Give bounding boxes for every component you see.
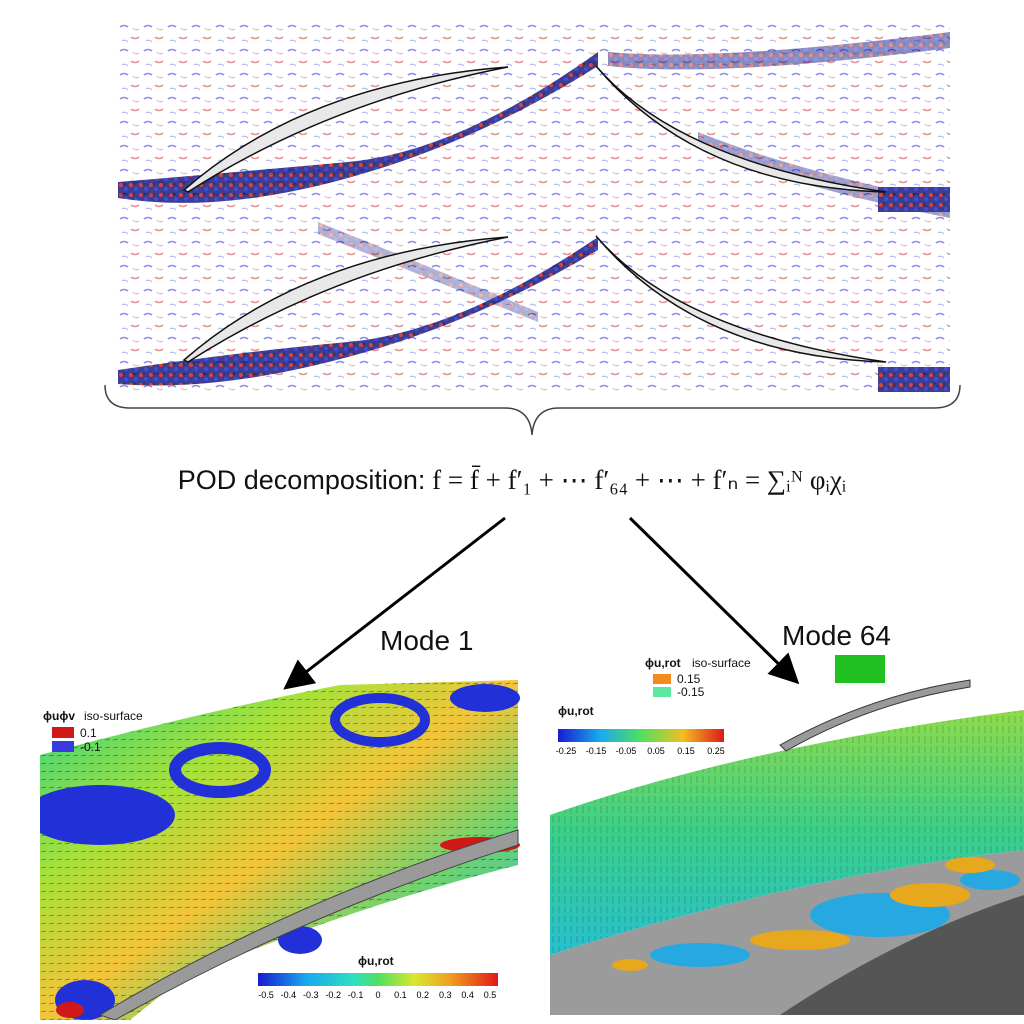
mode64-iso-label-neg: -0.15 [677, 685, 705, 699]
mode1-iso-word: iso-surface [84, 709, 143, 723]
mode1-colorbar-tick-label: -0.1 [348, 990, 364, 1000]
blade-lower-right [595, 235, 887, 363]
mode64-visualization: ϕu,rot iso-surface 0.15 -0.15 ϕu,rot -0.… [550, 655, 1024, 1015]
mode1-title: Mode 1 [380, 625, 474, 656]
mode1-colorbar-tick-label: -0.4 [281, 990, 297, 1000]
blade-lower-left [182, 236, 509, 363]
mode1-colorbar-tick-label: -0.5 [258, 990, 274, 1000]
mode1-colorbar-tick-label: 0.5 [484, 990, 497, 1000]
mode64-colorbar-tick-label: -0.25 [556, 746, 577, 756]
mode1-colorbar-title: ϕu,rot [358, 954, 394, 968]
mode64-title: Mode 64 [782, 620, 891, 651]
mode1-iso-blue [40, 684, 520, 1020]
blade-upper-left [182, 66, 509, 193]
mode64-colorbar-tick-label: -0.05 [616, 746, 637, 756]
mode64-colorbar-ticks: -0.25 -0.15 -0.05 0.05 0.15 0.25 [556, 746, 725, 756]
mode1-visualization: ϕuϕv iso-surface 0.1 -0.1 ϕu,rot -0.5 -0.… [40, 680, 520, 1020]
turbulence-background [118, 22, 950, 392]
arrow-to-mode1 [283, 516, 506, 690]
mode64-colorbar-tick-label: 0.15 [677, 746, 695, 756]
mode1-colorbar [258, 973, 498, 986]
mode1-iso-label-neg: -0.1 [80, 740, 101, 754]
mode1-colorbar-tick-label: 0.3 [439, 990, 452, 1000]
mode1-colorbar-tick-label: -0.3 [303, 990, 319, 1000]
mode64-inset-box [835, 655, 885, 683]
mode64-iso-sym: ϕu,rot [645, 656, 681, 670]
mode1-iso-swatch-neg [52, 741, 74, 752]
equation-label: POD decomposition: [177, 465, 426, 495]
mode1-colorbar-tick-label: 0 [375, 990, 380, 1000]
mode64-inset-blade [779, 679, 971, 752]
mode1-blade [98, 829, 519, 1020]
curly-brace [104, 384, 961, 436]
mode64-colorbar-tick-label: 0.25 [707, 746, 725, 756]
mode64-colorbar-tick-label: 0.05 [647, 746, 665, 756]
mode64-colorbar-tick-label: -0.15 [586, 746, 607, 756]
equation-formula: f = f̄ + f′₁ + ⋯ f′₆₄ + ⋯ + f′ₙ = ∑ᵢᴺ φᵢ… [432, 465, 847, 495]
mode64-iso-word: iso-surface [692, 656, 751, 670]
mode1-colorbar-tick-label: 0.2 [417, 990, 430, 1000]
mode1-iso-swatch-pos [52, 727, 74, 738]
blade-upper-right [595, 65, 887, 193]
mode1-colorbar-ticks: -0.5 -0.4 -0.3 -0.2 -0.1 0 0.1 0.2 0.3 0.4 0.5 [258, 990, 496, 1000]
mode64-colorbar [558, 729, 724, 742]
mode1-iso-sym: ϕuϕv [43, 709, 75, 723]
mode64-iso-swatch-pos [653, 674, 671, 684]
mode1-iso-label-pos: 0.1 [80, 726, 97, 740]
mode64-iso-orange [612, 857, 995, 971]
wake-bands [118, 32, 950, 392]
flow-field-snapshot [118, 22, 950, 392]
mode64-colorbar-title: ϕu,rot [558, 704, 594, 718]
mode64-iso-swatch-neg [653, 687, 671, 697]
mode1-colorbar-tick-label: 0.4 [461, 990, 474, 1000]
mode64-iso-label-pos: 0.15 [677, 672, 701, 686]
pod-equation: POD decomposition: f = f̄ + f′₁ + ⋯ f′₆₄… [0, 465, 1024, 496]
mode1-colorbar-tick-label: 0.1 [394, 990, 407, 1000]
mode1-colorbar-tick-label: -0.2 [325, 990, 341, 1000]
